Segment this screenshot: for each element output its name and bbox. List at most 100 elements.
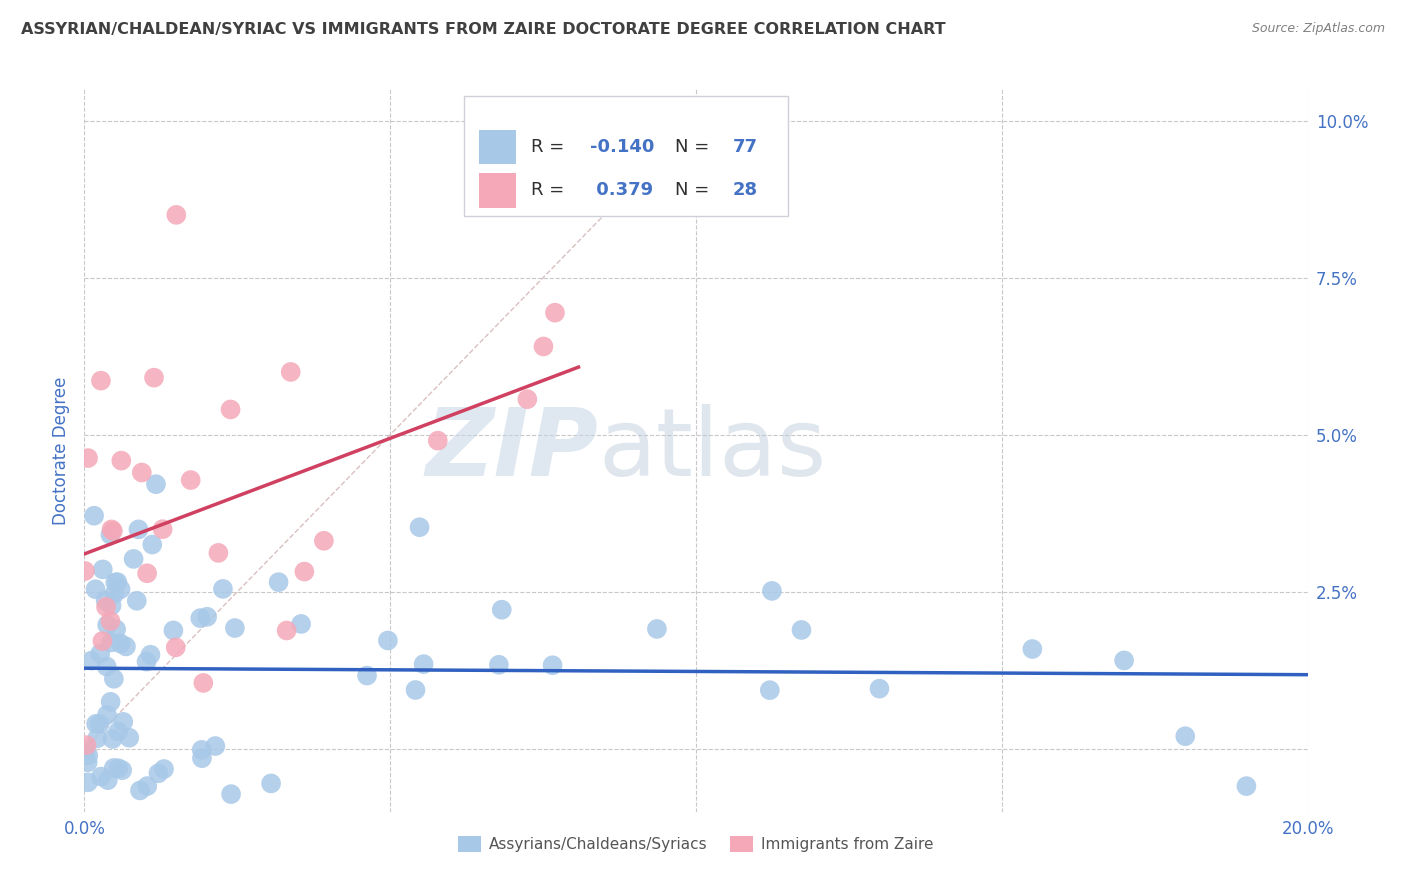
Point xyxy=(76,756,98,770)
Point xyxy=(101,731,124,746)
FancyBboxPatch shape xyxy=(464,96,787,216)
Point xyxy=(191,751,214,765)
Point xyxy=(1114,653,1136,667)
Point xyxy=(94,599,117,614)
Point xyxy=(89,647,111,661)
Point xyxy=(105,622,128,636)
Point xyxy=(103,761,125,775)
Text: -0.140: -0.140 xyxy=(589,138,654,156)
Point xyxy=(101,524,124,538)
Point xyxy=(1174,729,1197,743)
Point xyxy=(139,648,162,662)
Point xyxy=(761,583,783,598)
Point xyxy=(180,473,202,487)
Point xyxy=(107,724,129,739)
Text: Source: ZipAtlas.com: Source: ZipAtlas.com xyxy=(1251,22,1385,36)
Point xyxy=(84,716,107,731)
Point xyxy=(148,766,170,780)
Point xyxy=(100,614,122,628)
Point xyxy=(100,599,122,613)
Text: ASSYRIAN/CHALDEAN/SYRIAC VS IMMIGRANTS FROM ZAIRE DOCTORATE DEGREE CORRELATION C: ASSYRIAN/CHALDEAN/SYRIAC VS IMMIGRANTS F… xyxy=(21,22,946,37)
Point xyxy=(77,775,100,789)
Point xyxy=(1236,779,1258,793)
Point xyxy=(162,624,184,638)
Point xyxy=(153,762,176,776)
Point xyxy=(86,731,108,746)
Point xyxy=(869,681,891,696)
Point xyxy=(260,776,283,790)
Point xyxy=(488,657,510,672)
Point xyxy=(125,594,148,608)
Point xyxy=(110,582,132,597)
Point xyxy=(91,562,114,576)
Point xyxy=(312,533,335,548)
Point xyxy=(77,748,100,763)
Point xyxy=(115,640,138,654)
Point xyxy=(127,522,149,536)
Point xyxy=(90,374,112,388)
FancyBboxPatch shape xyxy=(479,173,516,208)
Point xyxy=(759,683,782,698)
Point xyxy=(131,466,153,480)
Point xyxy=(645,622,668,636)
Point xyxy=(790,623,813,637)
Point xyxy=(544,306,567,320)
Point xyxy=(145,477,167,491)
Point xyxy=(152,522,174,536)
Point xyxy=(190,743,212,757)
Point xyxy=(377,633,399,648)
Point xyxy=(73,564,96,578)
Point xyxy=(100,635,122,649)
Point xyxy=(91,634,114,648)
Point xyxy=(107,761,129,775)
Point xyxy=(111,763,134,777)
Point xyxy=(100,527,122,541)
Text: N =: N = xyxy=(675,138,716,156)
FancyBboxPatch shape xyxy=(479,129,516,164)
Point xyxy=(516,392,538,407)
Point xyxy=(412,657,434,672)
Text: R =: R = xyxy=(531,181,569,199)
Point xyxy=(426,434,449,448)
Text: 0.379: 0.379 xyxy=(589,181,652,199)
Point xyxy=(165,208,187,222)
Point xyxy=(110,636,132,650)
Point xyxy=(97,773,120,788)
Point xyxy=(219,787,242,801)
Point xyxy=(83,508,105,523)
Point xyxy=(96,659,118,673)
Point xyxy=(96,707,118,722)
Point xyxy=(165,640,187,655)
Point xyxy=(129,783,152,797)
Point xyxy=(103,587,125,601)
Point xyxy=(135,655,157,669)
Point xyxy=(219,402,242,417)
Y-axis label: Doctorate Degree: Doctorate Degree xyxy=(52,376,70,524)
Point xyxy=(143,370,166,384)
Point xyxy=(84,582,107,597)
Text: 77: 77 xyxy=(733,138,758,156)
Point xyxy=(188,611,211,625)
Point xyxy=(491,603,513,617)
Point xyxy=(89,717,111,731)
Text: 28: 28 xyxy=(733,181,758,199)
Point xyxy=(212,582,235,596)
Point xyxy=(112,714,135,729)
Point xyxy=(76,738,98,752)
Text: ZIP: ZIP xyxy=(425,404,598,497)
Point xyxy=(267,575,290,590)
Point xyxy=(90,770,112,784)
Point xyxy=(104,575,127,590)
Legend: Assyrians/Chaldeans/Syriacs, Immigrants from Zaire: Assyrians/Chaldeans/Syriacs, Immigrants … xyxy=(453,830,939,858)
Point xyxy=(110,453,132,467)
Point xyxy=(405,683,427,698)
Point xyxy=(100,695,122,709)
Point xyxy=(141,537,163,551)
Point xyxy=(280,365,302,379)
Point xyxy=(77,451,100,466)
Point xyxy=(207,546,229,560)
Point xyxy=(533,339,555,353)
Point xyxy=(122,552,145,566)
Point xyxy=(193,676,215,690)
Point xyxy=(94,593,117,607)
